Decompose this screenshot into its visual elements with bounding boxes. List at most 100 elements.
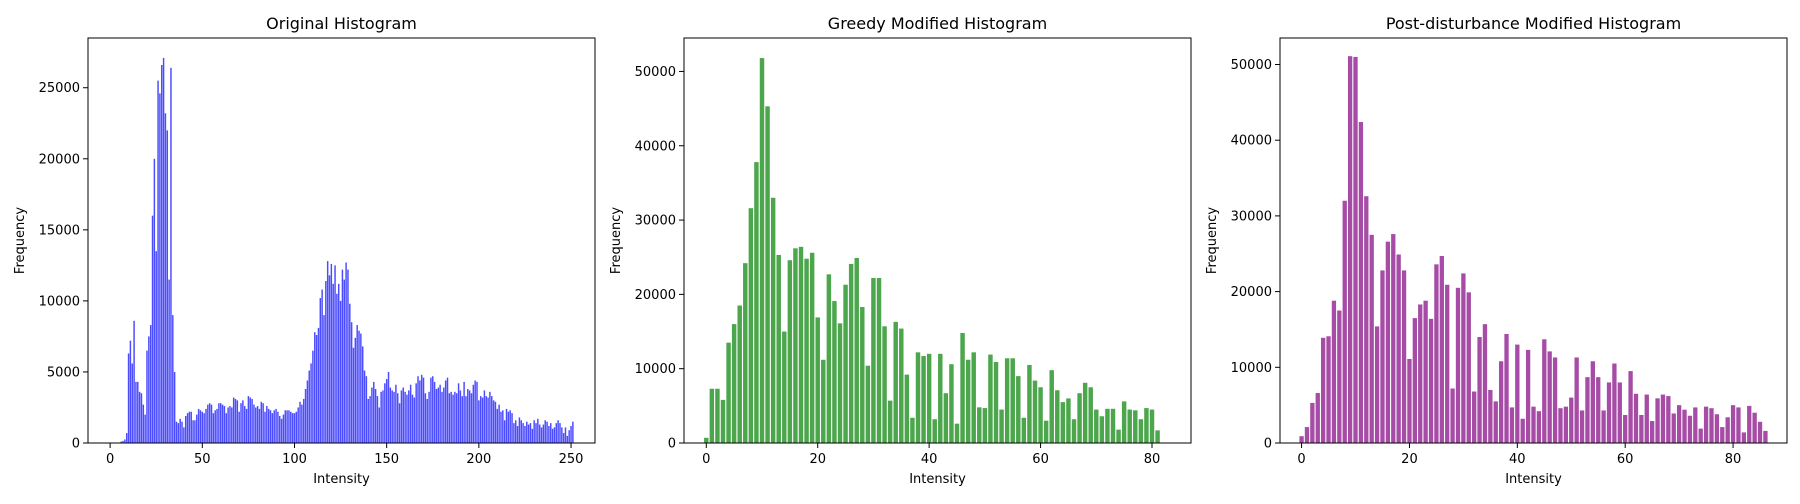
bars-group — [1299, 56, 1768, 444]
bar — [804, 258, 809, 443]
bar — [148, 336, 150, 443]
bar — [559, 423, 561, 443]
bar — [337, 283, 340, 443]
bar — [157, 80, 159, 443]
bar — [782, 331, 787, 443]
bar — [1094, 409, 1099, 443]
bar — [1747, 405, 1752, 443]
bar — [347, 269, 349, 443]
bar — [183, 427, 185, 443]
bar — [550, 423, 552, 443]
bar — [361, 346, 364, 443]
bar — [1010, 358, 1015, 443]
bar — [557, 420, 559, 443]
bar — [443, 387, 445, 443]
bar — [535, 423, 537, 443]
bar — [413, 397, 416, 443]
bar — [540, 427, 543, 443]
bar — [531, 428, 534, 443]
bar — [943, 393, 949, 443]
plot-frame — [87, 37, 596, 444]
bar — [1569, 397, 1574, 443]
bar — [1391, 234, 1396, 443]
bar — [481, 397, 484, 443]
bar — [409, 384, 412, 443]
bar — [221, 404, 224, 443]
bar — [1320, 337, 1326, 443]
bar — [1043, 420, 1049, 443]
bar — [302, 398, 305, 443]
bar — [341, 269, 344, 443]
bar — [765, 106, 770, 443]
bar — [1144, 408, 1149, 443]
bar — [437, 387, 440, 443]
bar — [444, 380, 447, 443]
bar — [242, 400, 244, 443]
bar — [267, 408, 270, 443]
bar — [349, 303, 351, 443]
bar — [218, 403, 220, 443]
bar — [363, 370, 366, 443]
bar — [932, 419, 937, 443]
bar — [255, 407, 257, 443]
bar — [1730, 405, 1736, 443]
bar — [295, 411, 298, 443]
bar — [133, 320, 135, 443]
bar — [776, 254, 781, 443]
bar — [1082, 382, 1088, 443]
bar — [709, 388, 715, 443]
bar — [1466, 292, 1471, 443]
bar — [938, 353, 943, 443]
bar — [1601, 410, 1606, 443]
bar — [253, 404, 255, 443]
bar — [520, 420, 522, 443]
bar — [494, 401, 497, 443]
bar — [1127, 409, 1132, 443]
y-tick-label: 0 — [72, 437, 80, 452]
bar — [465, 396, 467, 443]
bar — [249, 397, 251, 443]
bar — [393, 391, 395, 443]
bar — [1396, 254, 1401, 443]
bar — [328, 275, 331, 443]
bar — [1725, 417, 1730, 443]
bar — [848, 263, 854, 443]
bar — [548, 425, 550, 443]
bar — [1331, 300, 1337, 443]
y-tick-label: 50000 — [1231, 58, 1272, 73]
bar — [439, 384, 441, 443]
bar — [533, 420, 535, 443]
y-tick-label: 50000 — [635, 65, 676, 80]
bar — [203, 413, 205, 443]
bar — [162, 57, 165, 443]
bar — [463, 381, 465, 443]
bar — [240, 403, 242, 443]
bar — [1428, 318, 1434, 443]
bar — [229, 406, 231, 443]
bar — [308, 370, 310, 443]
bar — [551, 428, 554, 443]
plot-frame — [1279, 37, 1788, 444]
bar — [704, 437, 709, 443]
bar — [748, 208, 754, 443]
bar — [417, 376, 419, 443]
bar — [120, 441, 122, 443]
bar — [175, 421, 178, 443]
bar — [435, 389, 438, 443]
bar — [921, 356, 926, 443]
bar — [168, 279, 170, 443]
bar — [196, 414, 198, 443]
bar — [220, 403, 222, 443]
bar — [125, 433, 128, 443]
bar — [564, 427, 567, 443]
bar — [715, 388, 720, 443]
bar — [793, 248, 798, 443]
bar — [474, 380, 476, 443]
bar — [1504, 333, 1509, 443]
bar — [238, 411, 240, 443]
x-axis-label: Intensity — [313, 472, 370, 487]
bar — [754, 162, 759, 443]
bar — [234, 398, 237, 443]
bar — [1412, 318, 1417, 443]
bar — [743, 263, 748, 443]
